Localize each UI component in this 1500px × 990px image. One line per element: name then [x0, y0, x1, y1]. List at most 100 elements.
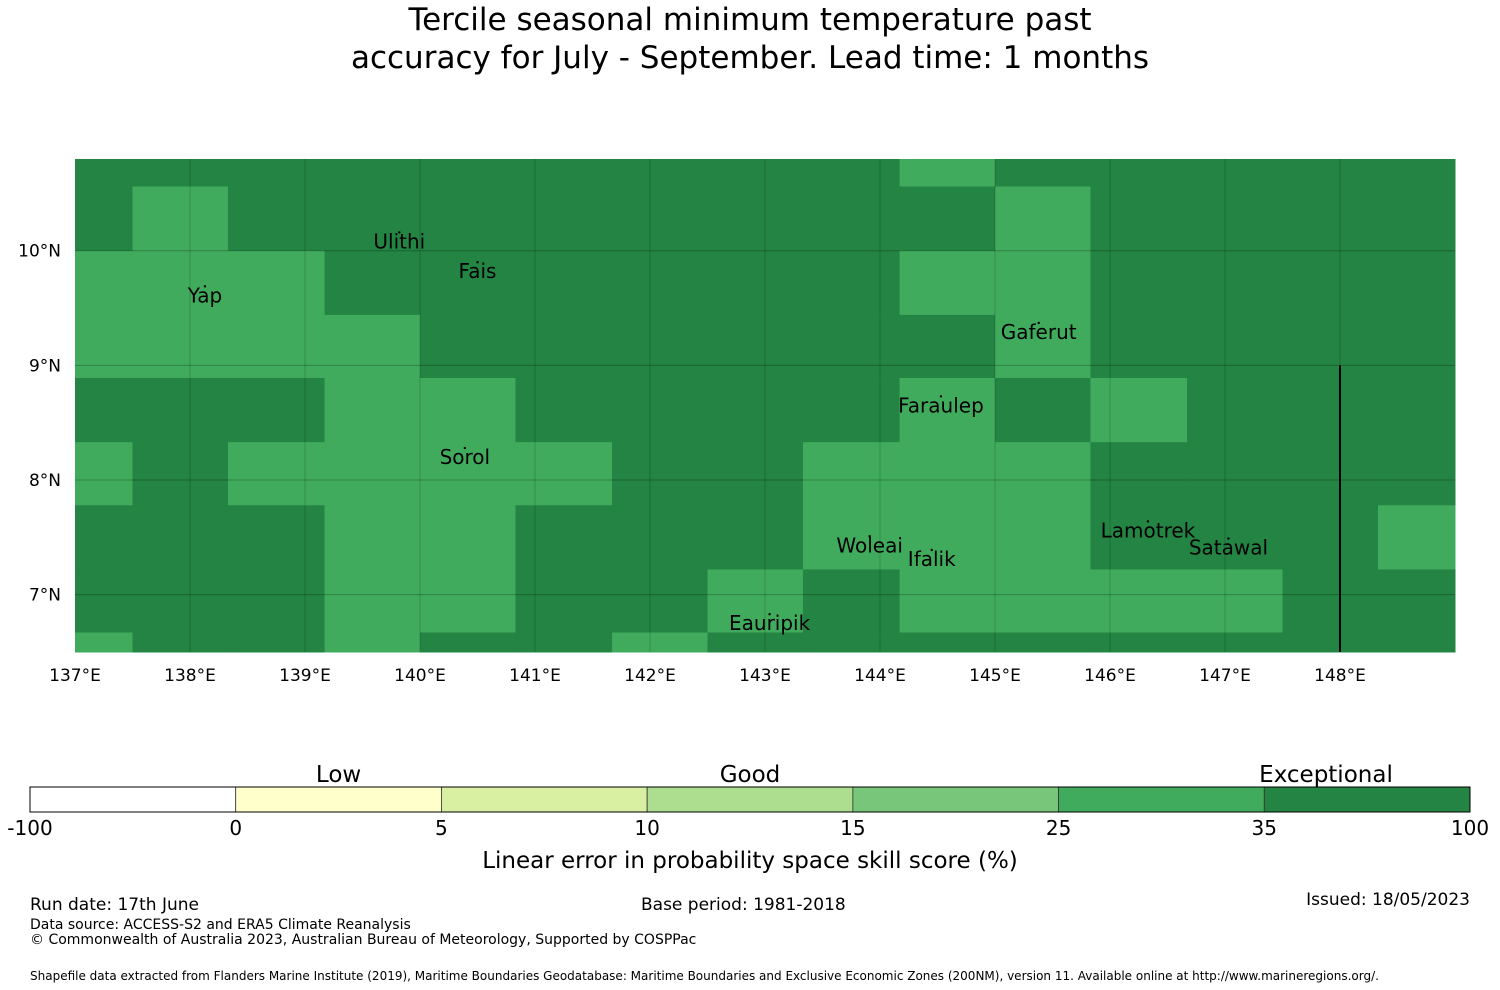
grid-cell [899, 250, 996, 316]
colorbar-segment [1058, 786, 1265, 813]
graticule [75, 159, 1455, 652]
place-label-yap: Yap [187, 283, 222, 307]
grid-cell [995, 442, 1091, 506]
grid-cell [802, 186, 901, 252]
island-marker [1227, 537, 1230, 540]
lon-tick-label: 141°E [509, 666, 561, 686]
place-label-eauripik: Eauripik [729, 611, 811, 635]
grid-cell [420, 377, 516, 443]
grid-cell [420, 250, 516, 316]
grid-cell [515, 159, 613, 188]
grid-cell [1282, 186, 1379, 252]
island-marker [768, 613, 771, 616]
place-label-faraulep: Faraulep [898, 393, 984, 417]
grid-cell [707, 632, 804, 653]
grid-cell [75, 442, 133, 506]
colorbar-segment [646, 786, 854, 813]
grid-cell [1282, 250, 1379, 316]
grid-cell [1187, 250, 1283, 316]
lat-tick-label: 9°N [29, 356, 61, 376]
grid-cell [420, 632, 516, 653]
grid-cell [1282, 314, 1379, 379]
grid-cell [75, 377, 133, 443]
lon-tick-label: 144°E [854, 666, 906, 686]
grid-cell [75, 186, 133, 252]
grid-cell [1282, 569, 1379, 634]
grid-cell [1377, 314, 1456, 379]
place-label-fais: Fais [459, 259, 497, 283]
lon-tick-label: 142°E [624, 666, 676, 686]
grid-cell [132, 505, 229, 570]
grid-cell [707, 505, 804, 570]
grid-cell [515, 250, 613, 316]
grid-cell [995, 314, 1091, 379]
grid-cell [132, 186, 229, 252]
grid-cell [515, 442, 613, 506]
grid-cell [324, 250, 421, 316]
grid-cell [324, 505, 421, 570]
colorbar-segment [441, 786, 648, 813]
grid-cell [227, 442, 326, 506]
grid-cell [899, 314, 996, 379]
island-marker [476, 261, 479, 264]
colorbar-frame [29, 786, 1471, 813]
grid-cell [75, 505, 133, 570]
grid-cell [707, 569, 804, 634]
lon-tick-label: 137°E [49, 666, 101, 686]
grid-cell [802, 377, 901, 443]
grid-cell [1377, 505, 1456, 570]
grid-cell [132, 569, 229, 634]
grid-cell [420, 314, 516, 379]
grid-cell [612, 569, 708, 634]
grid-cell [1187, 159, 1283, 188]
grid-cell [995, 569, 1091, 634]
grid-cell [132, 632, 229, 653]
grid-cell [707, 250, 804, 316]
lon-tick-label: 147°E [1199, 666, 1251, 686]
grid-cell [1090, 377, 1188, 443]
colorbar-segment [1263, 786, 1471, 813]
colorbar-segment [235, 786, 442, 813]
grid-cell [1377, 569, 1456, 634]
grid-cell [324, 159, 421, 188]
grid-cell [324, 632, 421, 653]
colorbar-category-label: Good [720, 762, 781, 788]
grid-cell [1090, 186, 1188, 252]
grid-cell [1377, 377, 1456, 443]
grid-cell [227, 250, 326, 316]
grid-cell [707, 314, 804, 379]
grid-cell [995, 377, 1091, 443]
lon-tick-label: 139°E [279, 666, 331, 686]
colorbar-tick-label: 100 [1451, 816, 1489, 840]
grid-cell [995, 505, 1091, 570]
grid-cell [227, 377, 326, 443]
grid-cell [707, 442, 804, 506]
grid-cell [1187, 505, 1283, 570]
colorbar-category-label: Exceptional [1259, 762, 1393, 788]
place-label-gaferut: Gaferut [1001, 320, 1077, 344]
grid-cell [75, 314, 133, 379]
grid-cell [899, 505, 996, 570]
grid-cell [1090, 569, 1188, 634]
grid-cell [420, 159, 516, 188]
grid-cell [1090, 442, 1188, 506]
lon-tick-label: 143°E [739, 666, 791, 686]
grid-cell [802, 569, 901, 634]
grid-cell [1187, 632, 1283, 653]
grid-cell [420, 442, 516, 506]
grid-cell [324, 442, 421, 506]
colorbar-tick-label: 25 [1046, 816, 1071, 840]
colorbar-segment [29, 786, 237, 813]
island-marker [868, 535, 871, 538]
grid-cell [707, 159, 804, 188]
grid-cell [1377, 250, 1456, 316]
grid-cell [1377, 186, 1456, 252]
grid-cell [1187, 186, 1283, 252]
grid-cell [324, 314, 421, 379]
grid-cell [227, 314, 326, 379]
place-label-sorol: Sorol [440, 445, 491, 469]
island-marker [939, 395, 943, 398]
grid-cell [75, 250, 133, 316]
grid-cell [1282, 505, 1379, 570]
